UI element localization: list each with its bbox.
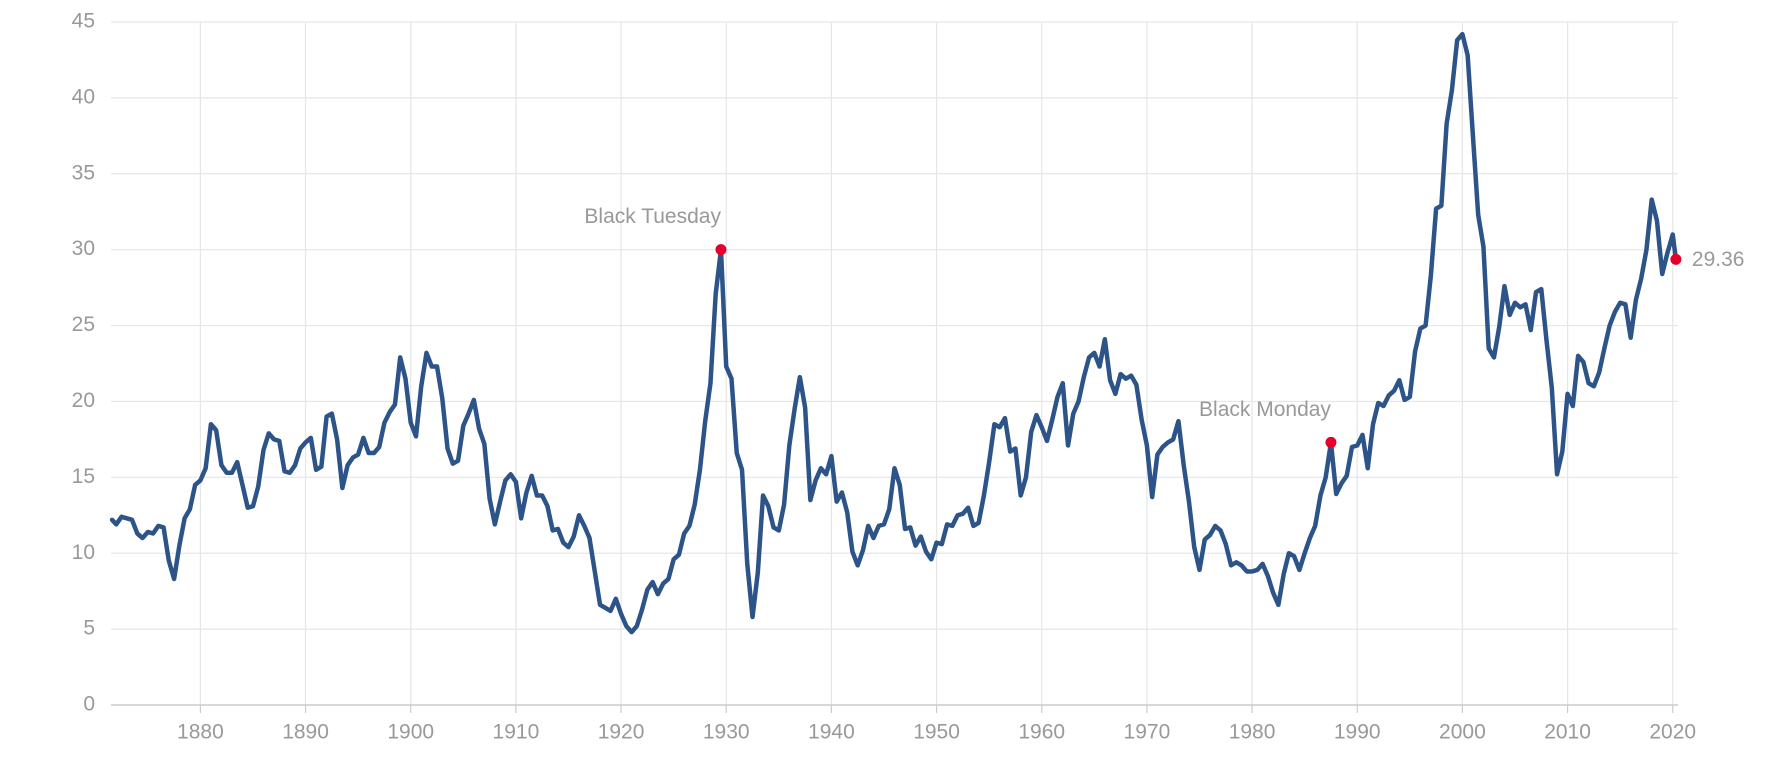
y-tick-label: 45 [72, 10, 95, 33]
y-tick-label: 20 [72, 389, 95, 412]
annotation-marker [1670, 253, 1682, 265]
x-tick-label: 1930 [703, 721, 750, 744]
x-tick-label: 1980 [1229, 721, 1276, 744]
y-tick-label: 15 [72, 465, 95, 488]
x-tick-label: 1970 [1124, 721, 1171, 744]
x-tick-label: 2000 [1439, 721, 1486, 744]
x-tick-label: 1920 [598, 721, 645, 744]
annotation-label: Black Tuesday [584, 205, 721, 228]
x-tick-label: 1960 [1018, 721, 1065, 744]
y-tick-label: 35 [72, 161, 95, 184]
annotation-label: 29.36 [1692, 248, 1745, 271]
y-tick-label: 10 [72, 541, 95, 564]
y-tick-label: 40 [72, 85, 95, 108]
annotation-marker [715, 244, 727, 256]
x-tick-label: 1910 [493, 721, 540, 744]
x-tick-label: 1880 [177, 721, 224, 744]
annotation-marker [1325, 436, 1337, 448]
x-tick-label: 2020 [1649, 721, 1696, 744]
y-tick-label: 5 [83, 617, 95, 640]
x-tick-label: 1990 [1334, 721, 1381, 744]
data-line [109, 31, 1679, 635]
annotation-label: Black Monday [1199, 398, 1331, 421]
x-tick-label: 1940 [808, 721, 855, 744]
y-tick-label: 30 [72, 237, 95, 260]
y-tick-label: 0 [83, 693, 95, 716]
x-tick-label: 1950 [913, 721, 960, 744]
x-tick-label: 1890 [282, 721, 329, 744]
x-tick-label: 1900 [387, 721, 434, 744]
y-tick-label: 25 [72, 313, 95, 336]
x-tick-label: 2010 [1544, 721, 1591, 744]
